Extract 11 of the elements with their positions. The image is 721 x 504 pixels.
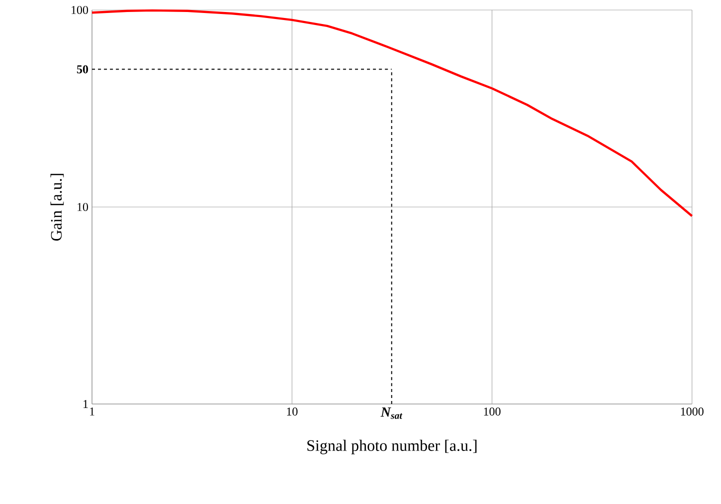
ref-line-label: 50 — [77, 65, 88, 74]
y-tick-label: 100 — [72, 6, 88, 14]
x-tick-label: 100 — [484, 408, 501, 416]
x-tick-label: 10 — [287, 408, 298, 416]
ref-line-label: N$_{sat}$ — [380, 408, 402, 419]
x-axis-title: Signal photo number [a.u.] — [307, 440, 476, 454]
y-tick-label: 10 — [78, 202, 88, 212]
x-tick-label: 1000 — [681, 408, 704, 416]
y-tick-label: 1 — [84, 400, 88, 408]
x-tick-label: 1 — [90, 408, 94, 416]
y-axis-title: Gain [a.u.] — [50, 174, 64, 241]
